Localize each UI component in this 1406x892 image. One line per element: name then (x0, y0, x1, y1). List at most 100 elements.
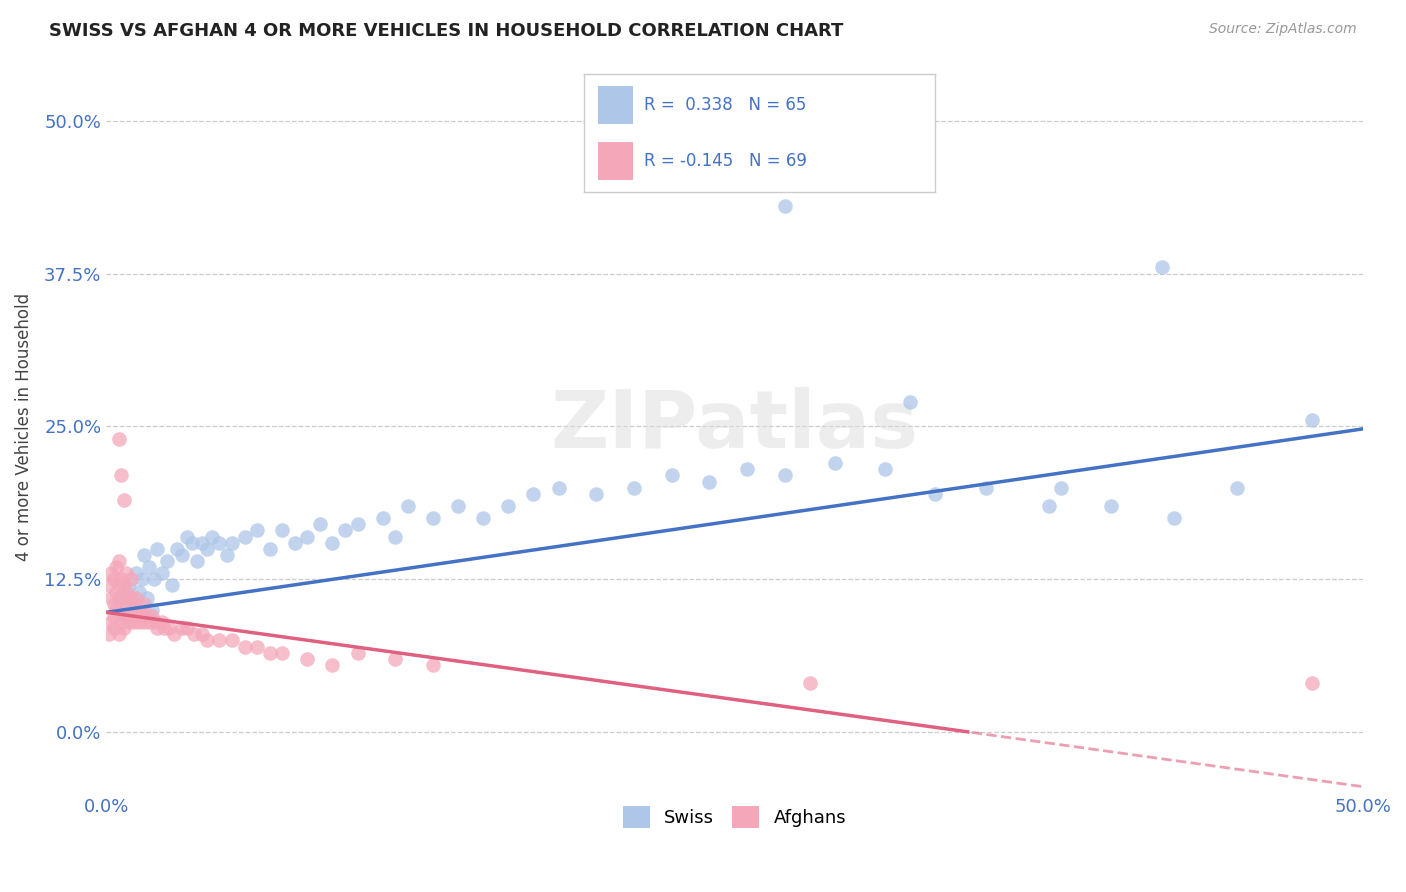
Point (163, 627, 186, 641)
Point (924, 487, 946, 501)
Point (180, 535, 202, 549)
Point (135, 609, 157, 624)
Point (103, 572, 125, 586)
Point (346, 646, 368, 660)
Point (145, 541, 167, 556)
Point (128, 603, 150, 617)
Point (1150, 260, 1173, 275)
Point (384, 529, 406, 543)
Y-axis label: 4 or more Vehicles in Household: 4 or more Vehicles in Household (15, 293, 32, 560)
Point (371, 511, 394, 525)
Point (498, 499, 520, 513)
Point (118, 578, 141, 592)
Point (122, 615, 145, 629)
Point (138, 615, 160, 629)
Point (1038, 499, 1060, 513)
Point (321, 535, 343, 549)
Point (170, 621, 193, 635)
Point (191, 627, 214, 641)
Point (176, 621, 198, 635)
Point (735, 462, 758, 476)
Point (121, 597, 143, 611)
Point (118, 615, 141, 629)
Point (422, 657, 444, 672)
Point (131, 609, 153, 624)
Point (271, 524, 294, 538)
Point (103, 597, 125, 611)
Point (585, 487, 607, 501)
Point (215, 548, 238, 562)
Point (108, 603, 131, 617)
Point (773, 199, 796, 213)
Point (246, 640, 269, 654)
Point (112, 609, 135, 624)
Point (191, 535, 214, 549)
Point (150, 615, 173, 629)
Point (297, 529, 319, 543)
Point (195, 633, 218, 648)
Point (396, 499, 419, 513)
Point (105, 584, 128, 599)
Point (105, 603, 128, 617)
Point (1226, 481, 1249, 495)
Point (122, 597, 145, 611)
Point (157, 621, 180, 635)
Point (143, 572, 166, 586)
Point (121, 609, 143, 624)
Point (138, 560, 160, 574)
Point (246, 524, 269, 538)
Point (221, 535, 243, 549)
Point (97, 627, 120, 641)
Point (118, 591, 141, 605)
Point (132, 597, 155, 611)
Point (141, 609, 163, 624)
Point (183, 627, 205, 641)
Point (166, 541, 188, 556)
Point (699, 475, 721, 489)
Point (201, 529, 224, 543)
Point (110, 615, 132, 629)
Point (309, 517, 332, 532)
Point (271, 646, 294, 660)
Point (156, 554, 179, 568)
Point (661, 468, 683, 483)
Point (115, 584, 138, 599)
Point (623, 481, 645, 495)
Point (100, 566, 122, 581)
Point (422, 511, 444, 525)
Point (125, 566, 148, 581)
Point (824, 456, 846, 470)
Point (112, 492, 135, 507)
Point (447, 499, 470, 513)
Point (321, 657, 343, 672)
Point (208, 633, 231, 648)
Point (135, 591, 157, 605)
Point (108, 432, 131, 446)
Point (112, 597, 135, 611)
Point (1099, 499, 1122, 513)
Point (108, 591, 131, 605)
Point (259, 541, 281, 556)
Point (110, 572, 132, 586)
Point (284, 535, 307, 549)
Point (100, 591, 122, 605)
Point (103, 609, 125, 624)
Legend: Swiss, Afghans: Swiss, Afghans (616, 799, 853, 836)
Point (773, 468, 796, 483)
Point (1301, 413, 1323, 427)
Point (974, 481, 997, 495)
Text: SWISS VS AFGHAN 4 OR MORE VEHICLES IN HOUSEHOLD CORRELATION CHART: SWISS VS AFGHAN 4 OR MORE VEHICLES IN HO… (49, 22, 844, 40)
Point (110, 468, 132, 483)
Point (875, 462, 897, 476)
Point (115, 566, 138, 581)
Point (128, 584, 150, 599)
Point (110, 591, 132, 605)
Point (1163, 511, 1185, 525)
Point (208, 535, 231, 549)
Point (108, 627, 131, 641)
Point (132, 548, 155, 562)
Point (143, 615, 166, 629)
Point (472, 511, 495, 525)
Point (186, 554, 208, 568)
Point (103, 621, 125, 635)
